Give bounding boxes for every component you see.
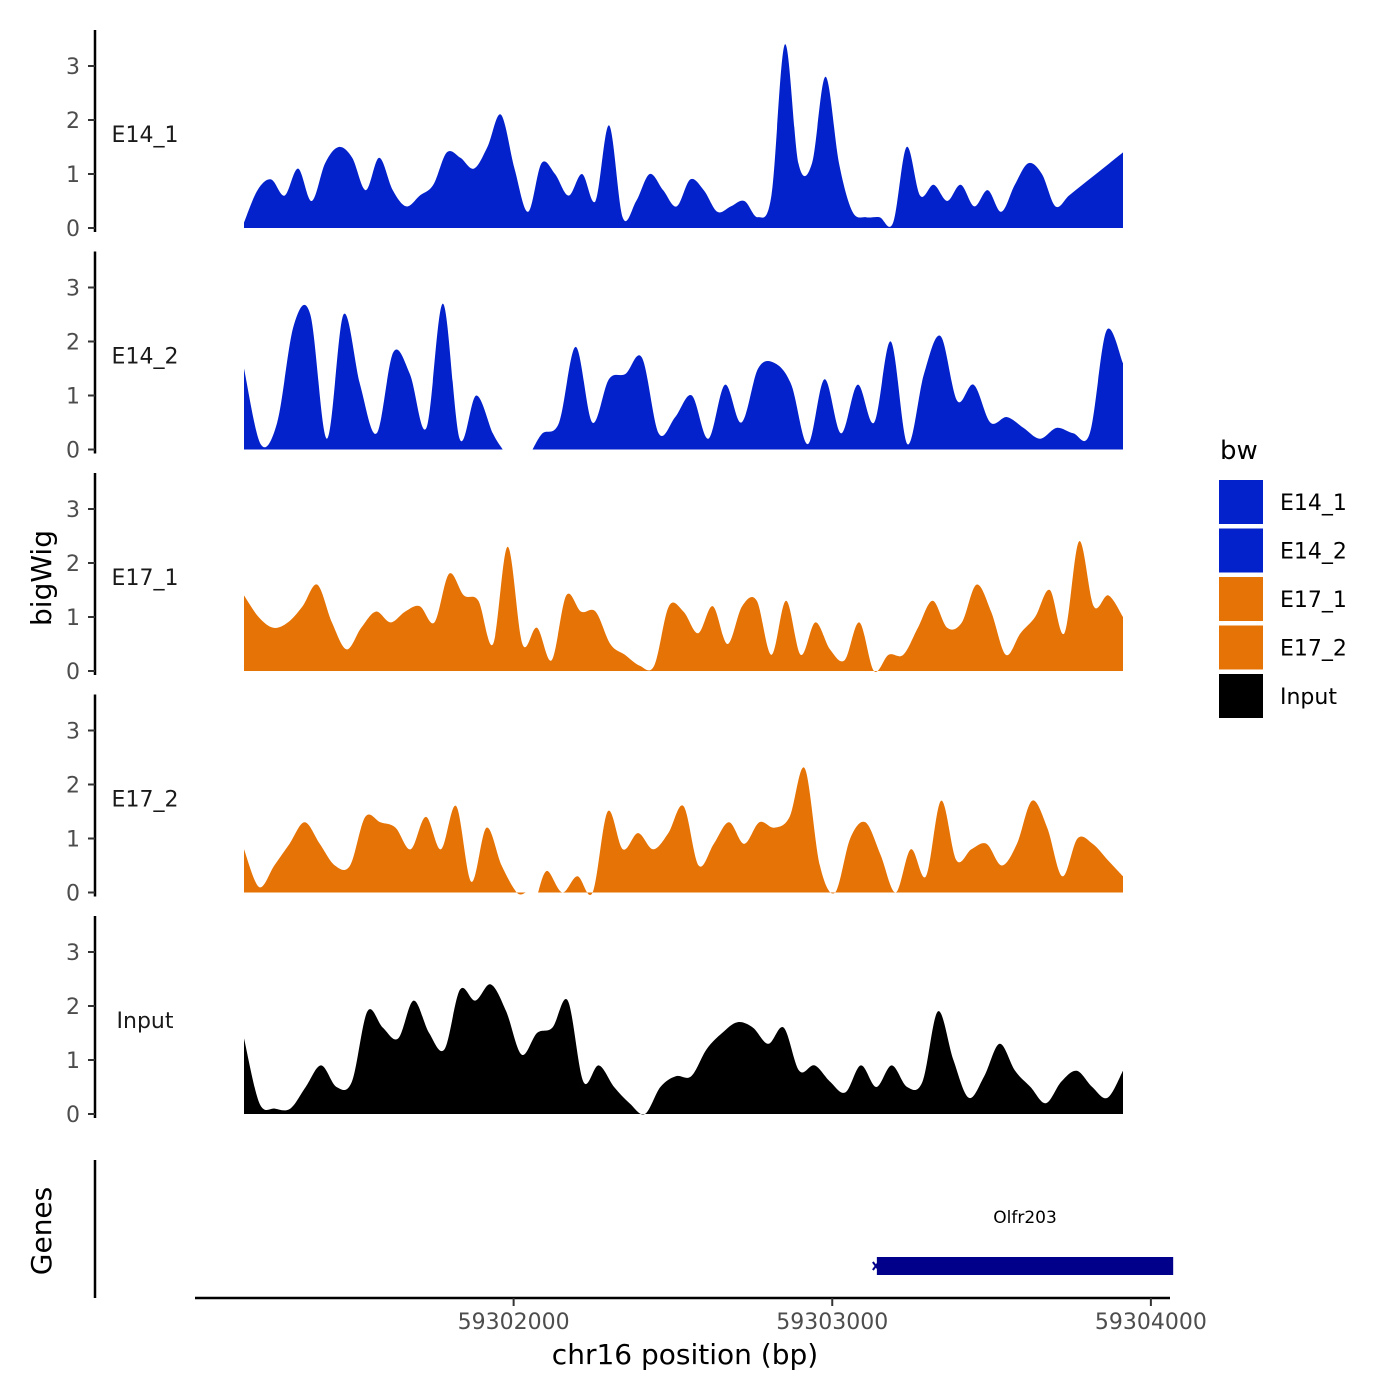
gene-body	[876, 1257, 1174, 1275]
y-tick-label: 3	[66, 277, 80, 302]
y-tick-label: 0	[66, 1103, 80, 1128]
coverage-area-e17-2-1	[538, 767, 1123, 896]
y-tick-label: 0	[66, 439, 80, 464]
y-tick-label: 3	[66, 55, 80, 80]
legend-swatch	[1219, 577, 1263, 621]
y-tick-label: 0	[66, 882, 80, 907]
y-tick-label: 1	[66, 828, 80, 853]
x-tick-label: 59304000	[1095, 1310, 1207, 1335]
y-axis-title: bigWig	[25, 530, 58, 626]
x-axis: 59302000 59303000 59304000	[195, 1296, 1207, 1335]
coverage-area-e14-2-0	[244, 303, 503, 450]
y-tick-label: 2	[66, 109, 80, 134]
gene-label: Olfr203	[993, 1208, 1057, 1228]
coverage-area-input-0	[244, 984, 1123, 1115]
legend-swatch	[1219, 674, 1263, 718]
legend-label: E14_1	[1280, 491, 1347, 516]
track-label: E14_2	[112, 345, 179, 370]
track-label: E17_1	[112, 566, 179, 591]
y-tick-label: 2	[66, 331, 80, 356]
coverage-area-e17-2-0	[244, 805, 526, 895]
track-label: Input	[117, 1009, 174, 1034]
y-tick-label: 0	[66, 660, 80, 685]
track-label: E17_2	[112, 788, 179, 813]
legend-swatch	[1219, 480, 1263, 524]
y-tick-label: 1	[66, 163, 80, 188]
track-panel-e14-2: 0 1 2 3 E14_2	[66, 251, 1123, 464]
y-tick-label: 1	[66, 606, 80, 631]
legend-label: Input	[1280, 685, 1337, 710]
coverage-area-e14-2-1	[532, 328, 1123, 450]
y-tick-label: 0	[66, 217, 80, 242]
legend-label: E17_1	[1280, 588, 1347, 613]
track-panel-e17-1: 0 1 2 3 E17_1	[66, 473, 1123, 685]
legend-swatch	[1219, 528, 1263, 573]
y-tick-label: 2	[66, 995, 80, 1020]
legend-label: E17_2	[1280, 637, 1347, 662]
gene-panel: Olfr203	[93, 1160, 1174, 1298]
y-tick-label: 3	[66, 720, 80, 745]
track-panel-e14-1: 0 1 2 3 E14_1	[66, 30, 1123, 242]
coverage-area-e14-1-0	[244, 44, 1123, 228]
legend-title: bw	[1220, 436, 1258, 466]
y-tick-label: 2	[66, 552, 80, 577]
x-tick-label: 59302000	[458, 1310, 570, 1335]
y-tick-label: 2	[66, 774, 80, 799]
track-label: E14_1	[112, 123, 179, 148]
track-panel-e17-2: 0 1 2 3 E17_2	[66, 694, 1123, 907]
legend-label: E14_2	[1280, 540, 1347, 565]
y-tick-label: 3	[66, 498, 80, 523]
y-tick-label: 1	[66, 385, 80, 410]
x-tick-label: 59303000	[776, 1310, 888, 1335]
y-tick-label: 3	[66, 941, 80, 966]
gene-strand-mark	[872, 1261, 880, 1271]
genes-axis-title: Genes	[25, 1187, 58, 1275]
track-panel-input: 0 1 2 3 Input	[66, 916, 1123, 1128]
legend-swatch	[1219, 625, 1263, 670]
x-axis-title: chr16 position (bp)	[552, 1338, 818, 1371]
track-panels: 0 1 2 3 E14_1 0 1 2 3 E14_2 0 1 2 3 E17_1 0 1 2 3 E17_2 0 1 2 3…	[66, 30, 1123, 1128]
y-tick-label: 1	[66, 1049, 80, 1074]
legend: bw E14_1 E14_2 E17_1 E17_2 Input	[1219, 436, 1347, 718]
coverage-area-e17-1-0	[244, 541, 1123, 672]
